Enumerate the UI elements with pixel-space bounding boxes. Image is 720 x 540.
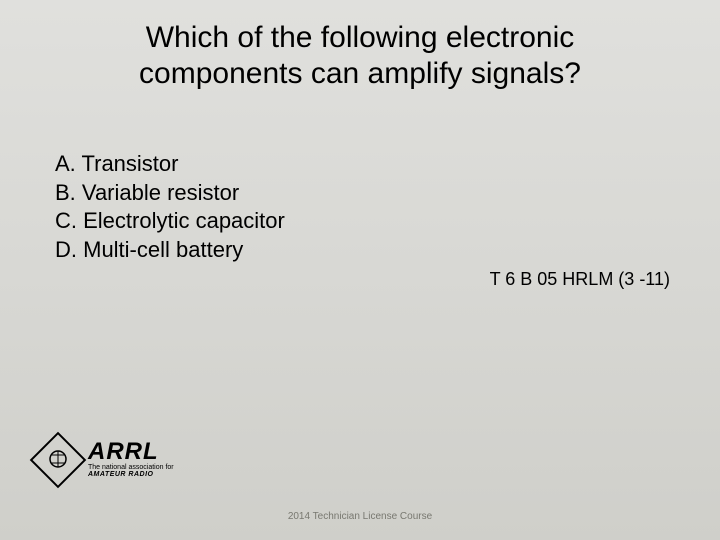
title-line-1: Which of the following electronic [146, 21, 575, 54]
arrl-text-block: ARRL The national association for AMATEU… [88, 442, 174, 478]
arrl-diamond-icon [30, 432, 87, 489]
arrl-tagline: The national association for AMATEUR RAD… [88, 464, 174, 478]
answer-b: B. Variable resistor [55, 179, 285, 208]
answer-d: D. Multi-cell battery [55, 236, 285, 265]
footer-text: 2014 Technician License Course [0, 511, 720, 522]
tagline-top: The national association for [88, 464, 174, 471]
question-title: Which of the following electronic compon… [0, 20, 720, 92]
answer-c: C. Electrolytic capacitor [55, 207, 285, 236]
question-reference: T 6 B 05 HRLM (3 -11) [490, 269, 670, 290]
tagline-bottom: AMATEUR RADIO [88, 471, 153, 478]
answer-a: A. Transistor [55, 150, 285, 179]
diamond-inner-icon [47, 448, 69, 472]
arrl-logo: ARRL The national association for AMATEU… [38, 440, 174, 480]
title-line-2: components can amplify signals? [139, 57, 581, 90]
arrl-brand: ARRL [88, 442, 174, 462]
answer-list: A. Transistor B. Variable resistor C. El… [55, 150, 285, 264]
